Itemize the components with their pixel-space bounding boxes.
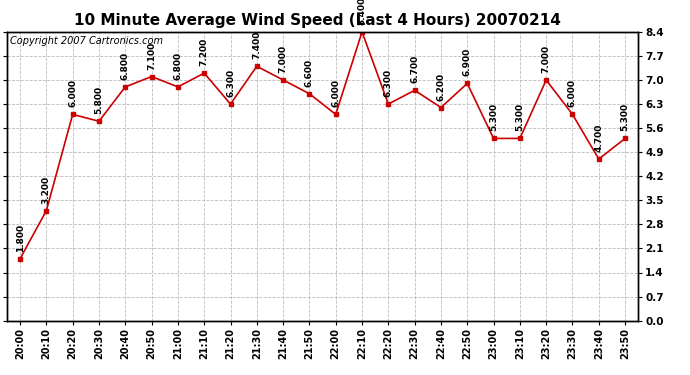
Text: 7.000: 7.000: [542, 45, 551, 73]
Text: 3.200: 3.200: [42, 176, 51, 204]
Text: 7.200: 7.200: [199, 38, 208, 66]
Text: 4.700: 4.700: [594, 124, 603, 152]
Text: 6.000: 6.000: [331, 80, 340, 107]
Text: 6.800: 6.800: [121, 52, 130, 80]
Text: 5.300: 5.300: [515, 104, 524, 132]
Text: 7.100: 7.100: [147, 41, 156, 70]
Text: 1.800: 1.800: [16, 224, 25, 252]
Text: 6.200: 6.200: [437, 72, 446, 100]
Text: 6.000: 6.000: [68, 80, 77, 107]
Text: 7.400: 7.400: [253, 31, 262, 59]
Text: 10 Minute Average Wind Speed (Last 4 Hours) 20070214: 10 Minute Average Wind Speed (Last 4 Hou…: [74, 13, 561, 28]
Text: 8.400: 8.400: [357, 0, 366, 25]
Text: 6.300: 6.300: [384, 69, 393, 97]
Text: 5.800: 5.800: [95, 86, 103, 114]
Text: 6.700: 6.700: [410, 55, 419, 83]
Text: 5.300: 5.300: [620, 104, 629, 132]
Text: 6.000: 6.000: [568, 80, 577, 107]
Text: 7.000: 7.000: [279, 45, 288, 73]
Text: 6.600: 6.600: [305, 58, 314, 87]
Text: Copyright 2007 Cartronics.com: Copyright 2007 Cartronics.com: [10, 36, 163, 46]
Text: 5.300: 5.300: [489, 104, 498, 132]
Text: 6.800: 6.800: [173, 52, 182, 80]
Text: 6.300: 6.300: [226, 69, 235, 97]
Text: 6.900: 6.900: [463, 48, 472, 76]
